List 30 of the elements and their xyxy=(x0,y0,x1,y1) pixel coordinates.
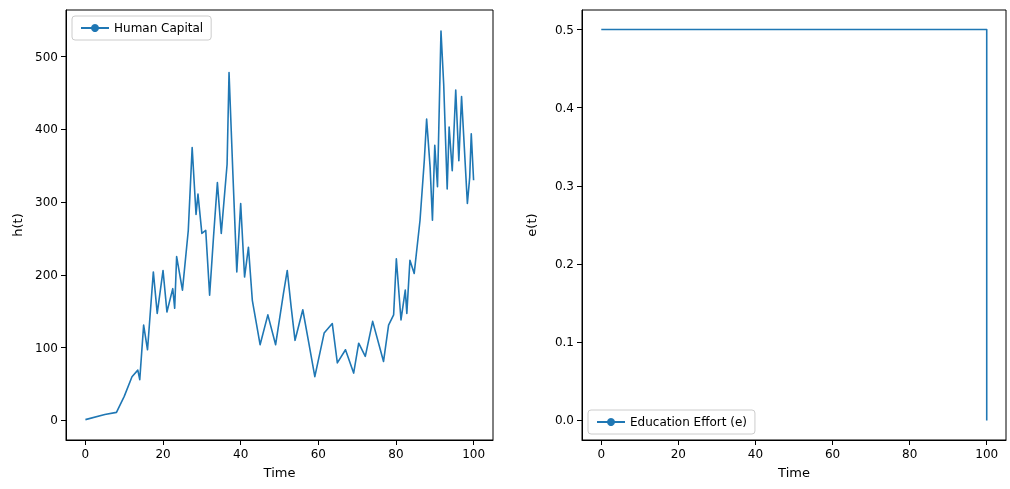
y-axis-title: e(t) xyxy=(524,213,539,237)
y-tick-label: 200 xyxy=(35,267,58,282)
y-tick-label: 0.0 xyxy=(554,413,574,428)
y-tick-label: 0.5 xyxy=(554,22,574,37)
x-tick-label: 60 xyxy=(824,447,841,461)
x-tick-label: 40 xyxy=(233,447,249,461)
y-tick-label: 300 xyxy=(35,195,58,210)
x-tick-label: 20 xyxy=(155,447,171,461)
legend-label: Human Capital xyxy=(114,21,204,35)
x-tick-label: 80 xyxy=(388,447,404,461)
x-axis-title: Time xyxy=(777,465,810,480)
x-tick-label: 100 xyxy=(462,447,486,461)
x-tick-label: 60 xyxy=(310,447,326,461)
y-tick-label: 100 xyxy=(35,340,58,355)
x-tick-label: 100 xyxy=(975,447,999,461)
y-tick-label: 400 xyxy=(35,122,58,137)
y-axis-title: h(t) xyxy=(10,213,26,237)
x-tick-label: 0 xyxy=(81,447,90,461)
y-tick-label: 0.1 xyxy=(554,335,574,350)
y-tick-label: 0.3 xyxy=(554,178,574,193)
x-tick-label: 40 xyxy=(747,447,764,461)
y-tick-label: 0.4 xyxy=(554,100,574,115)
x-tick-label: 80 xyxy=(902,447,918,461)
legend-label: Education Effort (e) xyxy=(630,415,747,429)
y-tick-label: 0 xyxy=(50,413,58,428)
y-tick-label: 0.2 xyxy=(554,257,574,272)
x-axis-title: Time xyxy=(262,465,296,480)
y-tick-label: 500 xyxy=(35,49,58,64)
x-tick-label: 0 xyxy=(597,447,606,461)
x-tick-label: 20 xyxy=(670,447,686,461)
